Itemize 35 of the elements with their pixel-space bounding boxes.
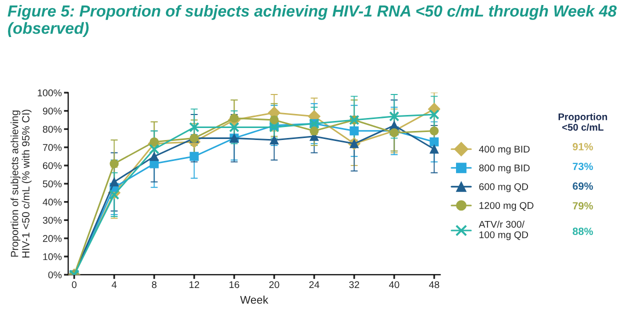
text: Proportion <50 c/mL bbox=[558, 113, 608, 131]
x-axis-title: Week bbox=[240, 296, 268, 304]
legend-label: 600 mg QD bbox=[479, 183, 528, 192]
legend-label: 800 mg BID bbox=[479, 164, 530, 174]
x-tick-label: 20 bbox=[269, 281, 280, 288]
y-tick-label: 10% bbox=[43, 253, 62, 260]
x-tick-label: 48 bbox=[429, 281, 440, 288]
text: 69% bbox=[572, 182, 593, 190]
x-tick-label: 8 bbox=[152, 281, 156, 288]
x-tick-label: 40 bbox=[389, 281, 400, 288]
y-tick-label: 100% bbox=[38, 89, 62, 96]
y-tick-label: 70% bbox=[42, 144, 62, 151]
x-tick-label: 32 bbox=[349, 281, 360, 288]
y-tick-label: 90% bbox=[42, 108, 62, 115]
x-tick-label: 24 bbox=[309, 281, 320, 288]
y-axis-title: Proportion of subjects achieving HIV-1 <50 c/mL (% with 95% CI) bbox=[10, 110, 32, 258]
text: 88% bbox=[572, 228, 593, 236]
text: 91% bbox=[572, 142, 593, 150]
x-tick-label: 16 bbox=[230, 281, 240, 288]
y-tick-label: 50% bbox=[42, 180, 62, 188]
y-tick-label: 30% bbox=[42, 216, 62, 224]
text: 73% bbox=[572, 162, 593, 170]
y-tick-label: 60% bbox=[42, 162, 62, 170]
text: 79% bbox=[572, 202, 593, 210]
legend-label: 400 mg BID bbox=[478, 146, 530, 155]
x-tick-label: 12 bbox=[190, 281, 200, 288]
y-tick-label: 40% bbox=[42, 198, 62, 206]
y-tick-label: 0% bbox=[48, 271, 62, 278]
y-tick-label: 80% bbox=[42, 126, 62, 133]
legend-label: ATV/r 300/ 100 mg QD bbox=[478, 220, 528, 240]
chart-title: Figure 5: Proportion of subjects achieving HIV-1 RNA <50 c/mL through Week 48 (observed) bbox=[8, 4, 617, 38]
x-tick-label: 4 bbox=[112, 281, 117, 288]
y-tick-label: 20% bbox=[42, 235, 62, 242]
x-tick-label: 0 bbox=[72, 281, 77, 288]
legend-label: 1200 mg QD bbox=[479, 202, 534, 211]
